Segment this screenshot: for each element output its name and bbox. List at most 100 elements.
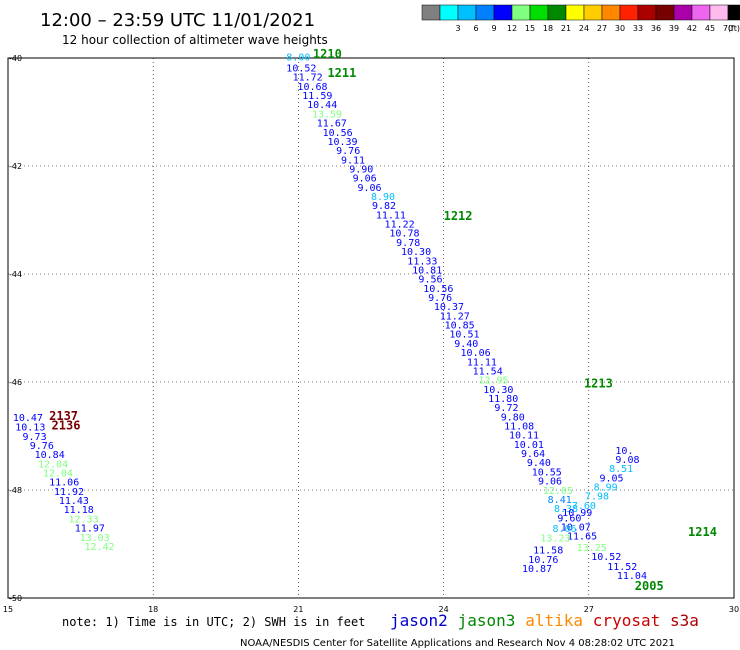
- scale-tick-label: 9: [491, 24, 496, 33]
- scale-swatch: [601, 4, 621, 21]
- wave-height-label: 8.51: [609, 464, 633, 475]
- wave-height-label: 12.42: [84, 542, 114, 553]
- scale-swatch: [529, 4, 549, 21]
- y-tick-label: -48: [9, 486, 22, 495]
- satellite-altika: altika: [525, 611, 583, 630]
- wave-height-label: 11.67: [317, 119, 347, 130]
- scale-tick-label: 24: [579, 24, 589, 33]
- wave-height-color-scale: 3 6 9 12 15 18 21 24 27 30 33 36 39 42 45 70(ft): [421, 4, 740, 33]
- wave-height-label: 11.72: [293, 73, 323, 84]
- wave-height-label: 10.87: [522, 564, 552, 575]
- map-frame: [7, 57, 735, 599]
- y-tick-labels: -40 -42 -44 -46 -48 -50: [9, 54, 22, 603]
- wave-height-label: 12.04: [38, 459, 68, 470]
- wave-height-label: 12.05: [543, 486, 573, 497]
- wave-height-label: 9.76: [336, 146, 360, 157]
- scale-tick-label: 70: [723, 24, 733, 33]
- wave-height-label: 9.80: [501, 412, 525, 423]
- wave-height-label: 13.25: [577, 543, 607, 554]
- y-tick-label: -44: [9, 270, 22, 279]
- wave-height-label: 10.39: [327, 137, 357, 148]
- y-tick-label: -42: [9, 162, 22, 171]
- wave-height-label: 10.07: [561, 523, 591, 534]
- y-tick-label: -40: [9, 54, 22, 63]
- wave-height-label: 13.23: [540, 533, 570, 544]
- wave-height-label: 11.52: [607, 562, 637, 573]
- wave-height-label: 10.56: [423, 284, 453, 295]
- wave-height-label: 10.44: [307, 100, 337, 111]
- wave-height-label: 13.03: [80, 533, 110, 544]
- scale-swatch: [691, 4, 711, 21]
- wave-height-label: 9.64: [521, 449, 545, 460]
- scale-tick-label: 30: [615, 24, 625, 33]
- scale-swatch: [673, 4, 693, 21]
- wave-height-label: 7.98: [585, 492, 609, 503]
- footer-credit: NOAA/NESDIS Center for Satellite Applica…: [240, 638, 675, 649]
- wave-height-label: 9.56: [418, 275, 442, 286]
- map-title: 12:00 – 23:59 UTC 11/01/2021: [40, 10, 315, 31]
- wave-height-label: 9.76: [30, 441, 54, 452]
- wave-height-label: 10.30: [401, 247, 431, 258]
- wave-height-label: 9.72: [494, 403, 518, 414]
- wave-height-label: 12.95: [478, 376, 508, 387]
- wave-height-label: 10.84: [35, 450, 65, 461]
- wave-height-label: 11.33: [407, 256, 437, 267]
- scale-swatch: [637, 4, 657, 21]
- pass-time-label: 1211: [327, 66, 356, 80]
- wave-height-label: 11.59: [302, 91, 332, 102]
- scale-tick-label: 27: [597, 24, 607, 33]
- wave-height-label: 10.37: [434, 302, 464, 313]
- pass-time-label: 1213: [584, 376, 613, 390]
- pass-time-label: 2137: [49, 409, 78, 423]
- scale-unit: (ft): [728, 24, 740, 33]
- scale-swatch: [547, 4, 567, 21]
- wave-height-label: 8.00: [286, 53, 310, 64]
- x-tick-label: 24: [439, 605, 449, 614]
- wave-height-label: 8.41: [548, 495, 572, 506]
- scale-swatch: [421, 4, 441, 21]
- map-subtitle: 12 hour collection of altimeter wave hei…: [62, 33, 328, 47]
- scale-swatch: [511, 4, 531, 21]
- wave-height-label: 9.06: [357, 183, 381, 194]
- wave-height-label: 11.54: [473, 366, 503, 377]
- wave-height-label: 7.60: [572, 501, 596, 512]
- x-tick-label: 15: [3, 605, 13, 614]
- satellite-s3a: s3a: [670, 611, 699, 630]
- y-tick-label: -50: [9, 594, 22, 603]
- scale-swatch: [439, 4, 459, 21]
- wave-height-label: 11.11: [467, 357, 497, 368]
- x-tick-label: 18: [148, 605, 158, 614]
- scale-swatch: [709, 4, 729, 21]
- wave-height-label: 11.18: [64, 505, 94, 516]
- scale-tick-label: 42: [687, 24, 697, 33]
- wave-height-label: 8.99: [594, 483, 618, 494]
- x-tick-label: 27: [584, 605, 594, 614]
- pass-time-label: 1210: [313, 47, 342, 61]
- wave-height-label: 11.22: [385, 220, 415, 231]
- wave-height-label: 10.: [615, 446, 633, 457]
- scale-tick-label: 15: [525, 24, 535, 33]
- wave-height-label: 10.78: [389, 229, 419, 240]
- wave-height-label: 9.73: [23, 432, 47, 443]
- wave-height-label: 12.04: [43, 469, 73, 480]
- wave-height-label: 9.06: [353, 174, 377, 185]
- scale-swatch: [565, 4, 585, 21]
- wave-height-label: 10.68: [297, 82, 327, 93]
- scale-tick-label: 6: [473, 24, 478, 33]
- scale-swatch: [475, 4, 495, 21]
- wave-height-label: 9.06: [538, 477, 562, 488]
- wave-height-label: 8.38: [554, 504, 578, 515]
- scale-tick-label: 33: [633, 24, 643, 33]
- satellite-jason2: jason2: [390, 611, 448, 630]
- y-tick-label: -46: [9, 378, 22, 387]
- footer-note: note: 1) Time is in UTC; 2) SWH is in fe…: [62, 615, 365, 629]
- map-grid: [7, 57, 735, 599]
- wave-height-label: 9.05: [599, 473, 623, 484]
- wave-height-label: 10.81: [412, 265, 442, 276]
- scale-tick-label: 36: [651, 24, 661, 33]
- wave-height-label: 10.85: [445, 321, 475, 332]
- pass-time-label: 1212: [444, 209, 473, 223]
- scale-tick-label: 39: [669, 24, 679, 33]
